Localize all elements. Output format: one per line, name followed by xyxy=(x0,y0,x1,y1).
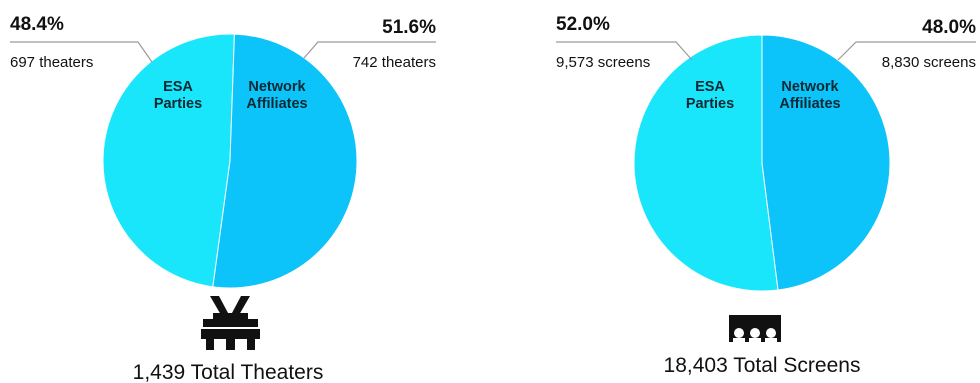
theater-icon xyxy=(201,296,260,350)
theaters-network-label-line1: Network xyxy=(248,79,306,95)
theaters-network-leader-line xyxy=(303,41,436,59)
theaters-network-label-line2: Affiliates xyxy=(246,96,307,112)
screens-network-label-line2: Affiliates xyxy=(779,96,840,112)
theaters-esa-label-line2: Parties xyxy=(154,96,202,112)
theaters-esa-parties-slice xyxy=(102,33,235,288)
theaters-network-count: 742 theaters xyxy=(353,54,436,71)
screens-esa-label-line1: ESA xyxy=(695,79,725,95)
screens-network-leader-line xyxy=(837,41,976,61)
screens-icon xyxy=(729,315,781,342)
screens-total: 18,403 Total Screens xyxy=(664,354,861,377)
theaters-esa-percent: 48.4% xyxy=(10,14,64,35)
screens-network-percent: 48.0% xyxy=(922,17,976,38)
theaters-network-affiliates-slice xyxy=(212,33,358,289)
theaters-pie-chart: 48.4% 697 theaters 51.6% 742 theaters ES… xyxy=(10,14,436,383)
theaters-esa-leader-line xyxy=(10,41,153,63)
screens-pie-chart: 52.0% 9,573 screens 48.0% 8,830 screens … xyxy=(556,14,976,377)
screens-network-count: 8,830 screens xyxy=(882,54,976,71)
screens-network-affiliates-slice xyxy=(761,34,891,291)
screens-esa-parties-slice xyxy=(633,34,779,292)
screens-esa-label-line2: Parties xyxy=(686,96,734,112)
screens-network-label-line1: Network xyxy=(781,79,839,95)
theaters-network-percent: 51.6% xyxy=(382,17,436,38)
screens-esa-percent: 52.0% xyxy=(556,14,610,35)
screens-esa-leader-line xyxy=(556,41,693,61)
theaters-esa-count: 697 theaters xyxy=(10,54,93,71)
theaters-esa-label-line1: ESA xyxy=(163,79,193,95)
screens-esa-count: 9,573 screens xyxy=(556,54,650,71)
theaters-total: 1,439 Total Theaters xyxy=(133,361,324,383)
